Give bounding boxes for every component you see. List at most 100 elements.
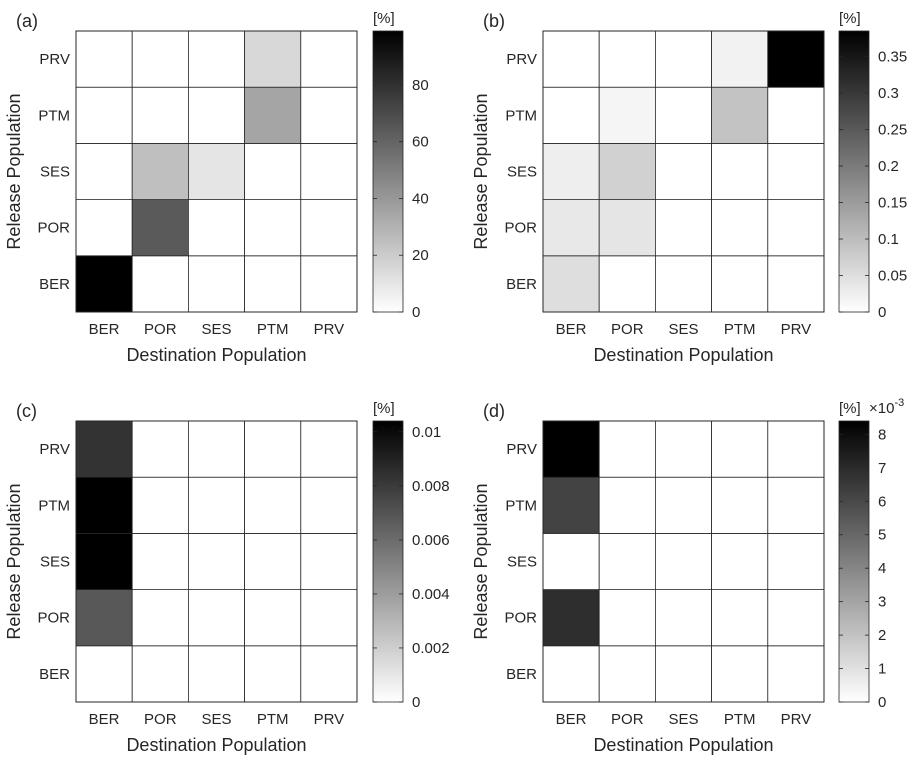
heatmap-cell xyxy=(767,645,825,703)
heatmap-cell xyxy=(244,255,302,313)
heatmap-cell xyxy=(655,255,713,313)
heatmap-cell xyxy=(131,645,189,703)
heatmap-cell xyxy=(300,86,358,144)
heatmap-cell xyxy=(542,30,600,88)
heatmap-cell xyxy=(711,255,769,313)
heatmap-cell xyxy=(75,30,133,88)
x-tick-label: SES xyxy=(668,321,698,338)
heatmap-cell xyxy=(75,645,133,703)
colorbar xyxy=(838,30,870,313)
heatmap-cell xyxy=(75,86,133,144)
heatmap-cell xyxy=(300,645,358,703)
colorbar-tick-label: 0.2 xyxy=(878,158,899,175)
heatmap-cell xyxy=(75,199,133,257)
heatmap-panel-2: (b) BER POR SES PTM PRV BER POR SES PTM PRV Destina… xyxy=(471,10,907,365)
heatmap-cell xyxy=(187,86,245,144)
x-tick-label: SES xyxy=(201,321,231,338)
y-tick-label: SES xyxy=(507,554,537,571)
heatmap-cell xyxy=(767,589,825,647)
heatmap-cell xyxy=(767,199,825,257)
heatmap-cell xyxy=(598,589,656,647)
heatmap-cell xyxy=(244,86,302,144)
heatmap-cell xyxy=(711,30,769,88)
y-axis-label: Release Population xyxy=(4,93,24,249)
heatmap-cell xyxy=(598,533,656,591)
heatmap-cell xyxy=(75,142,133,200)
heatmap-cell xyxy=(711,420,769,478)
heatmap-cell xyxy=(75,420,133,478)
colorbar-tick-label: 20 xyxy=(412,247,429,264)
heatmap-cell xyxy=(598,142,656,200)
heatmap-cell xyxy=(300,30,358,88)
heatmap-cell xyxy=(244,533,302,591)
y-tick-label: PRV xyxy=(39,51,70,68)
heatmap-cell xyxy=(187,30,245,88)
colorbar-tick-label: 6 xyxy=(878,493,886,510)
colorbar-tick-label: 0 xyxy=(412,304,420,321)
heatmap-cell xyxy=(542,199,600,257)
heatmap-cell xyxy=(244,589,302,647)
heatmap-cell xyxy=(542,420,600,478)
heatmap-cell xyxy=(711,476,769,534)
y-tick-label: PRV xyxy=(506,51,537,68)
heatmap-cell xyxy=(598,255,656,313)
colorbar xyxy=(372,420,404,703)
heatmap-cell xyxy=(767,420,825,478)
x-tick-label: BER xyxy=(89,321,120,338)
y-tick-label: PTM xyxy=(38,497,70,514)
heatmap-cell xyxy=(75,476,133,534)
colorbar-tick-label: 8 xyxy=(878,426,886,443)
x-tick-label: BER xyxy=(556,321,587,338)
heatmap-cell xyxy=(542,255,600,313)
x-tick-label: PTM xyxy=(257,711,289,728)
heatmap-cell xyxy=(131,199,189,257)
y-tick-label: SES xyxy=(40,554,70,571)
colorbar-tick-label: 0.05 xyxy=(878,268,907,285)
colorbar-label: [%] xyxy=(373,10,395,27)
heatmap-cell xyxy=(767,142,825,200)
colorbar-tick-label: 1 xyxy=(878,661,886,678)
heatmap-cell xyxy=(244,420,302,478)
heatmap-cell xyxy=(711,142,769,200)
x-tick-label: PRV xyxy=(781,711,812,728)
x-tick-label: BER xyxy=(556,711,587,728)
x-tick-label: SES xyxy=(201,711,231,728)
heatmap-cell xyxy=(75,533,133,591)
heatmap-cell xyxy=(187,476,245,534)
x-tick-label: POR xyxy=(144,711,177,728)
axes-frame xyxy=(75,420,358,703)
heatmap-cell xyxy=(300,199,358,257)
colorbar-tick-label: 40 xyxy=(412,190,429,207)
heatmap-cell xyxy=(598,420,656,478)
y-tick-label: PTM xyxy=(505,497,537,514)
colorbar xyxy=(372,30,404,313)
heatmap-cell xyxy=(598,199,656,257)
heatmap-cell xyxy=(131,589,189,647)
y-tick-label: BER xyxy=(506,666,537,683)
heatmap-cell xyxy=(655,86,713,144)
x-tick-label: POR xyxy=(144,321,177,338)
x-tick-label: PRV xyxy=(314,321,345,338)
colorbar-tick-label: 0.35 xyxy=(878,49,907,66)
colorbar-tick-label: 7 xyxy=(878,460,886,477)
y-axis-label: Release Population xyxy=(4,483,24,639)
y-tick-label: BER xyxy=(39,276,70,293)
heatmap-cell xyxy=(300,476,358,534)
heatmap-cell xyxy=(542,645,600,703)
x-axis-label: Destination Population xyxy=(593,735,773,755)
heatmap-cell xyxy=(598,645,656,703)
colorbar-label: [%] xyxy=(839,10,861,27)
heatmap-cell xyxy=(598,476,656,534)
heatmap-cell xyxy=(244,142,302,200)
heatmap-cell xyxy=(711,645,769,703)
axes-frame xyxy=(75,30,358,313)
x-tick-label: PTM xyxy=(724,321,756,338)
y-axis-label: Release Population xyxy=(471,483,491,639)
colorbar xyxy=(838,420,870,703)
axes-frame xyxy=(542,420,825,703)
heatmap-cell xyxy=(300,142,358,200)
colorbar-tick-label: 60 xyxy=(412,134,429,151)
heatmap-cell xyxy=(711,199,769,257)
colorbar-label: [%] xyxy=(839,400,861,417)
